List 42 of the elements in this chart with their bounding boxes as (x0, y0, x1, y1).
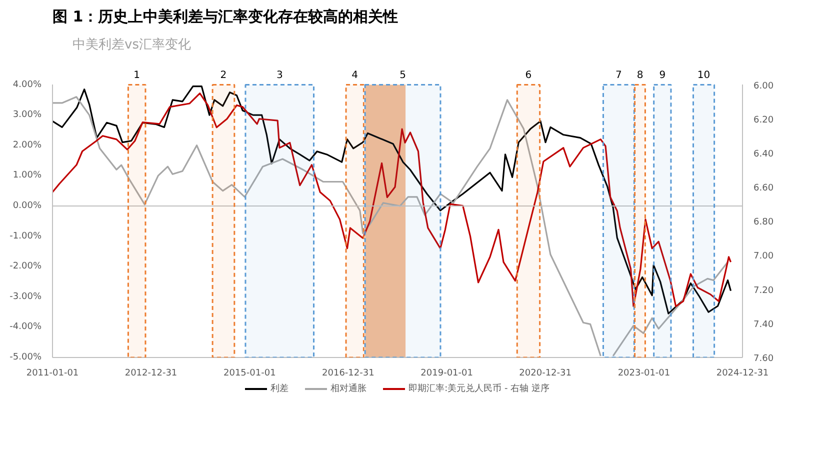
y2-tick-label: 6.80 (754, 218, 774, 228)
y2-tick-label: 6.60 (754, 184, 774, 194)
y2-tick-label: 7.40 (754, 320, 774, 330)
y2-tick-label: 7.20 (754, 286, 774, 296)
band-label: 1 (134, 70, 140, 81)
band-label: 8 (636, 70, 644, 81)
chart-title: 图 1：历史上中美利差与汇率变化存在较高的相关性 (52, 8, 398, 26)
x-tick-label: 2012-12-31 (124, 368, 178, 378)
y2-tick-label: 6.40 (754, 149, 774, 160)
y-tick-label: -1.00% (10, 231, 42, 242)
y2-tick-label: 6.20 (754, 115, 774, 126)
y-tick-label: -5.00% (10, 352, 42, 362)
band-label: 4 (352, 70, 358, 81)
y-tick-label: 3.00% (12, 110, 42, 120)
y2-tick-label: 6.00 (754, 81, 774, 92)
band-label: 2 (220, 70, 227, 81)
y-tick-label: 1.00% (12, 170, 42, 181)
x-tick-label: 2020-12-31 (519, 368, 572, 378)
legend-label: 利差 (270, 382, 289, 396)
legend-label: 即期汇率:美元兑人民币 - 右轴 逆序 (408, 382, 550, 396)
y-tick-label: 0.00% (12, 200, 42, 211)
y-tick-label: -2.00% (10, 262, 42, 272)
y-tick-label: 4.00% (12, 80, 42, 90)
x-tick-label: 2011-01-01 (26, 368, 79, 378)
x-tick-label: 2019-01-01 (420, 368, 473, 378)
chart-subtitle: 中美利差vs汇率变化 (72, 36, 191, 52)
band-label: 5 (400, 70, 406, 81)
band-label: 9 (659, 70, 666, 81)
band-label: 10 (697, 70, 710, 81)
y2-tick-label: 7.00 (754, 252, 774, 262)
y-tick-label: -3.00% (10, 292, 42, 302)
x-tick-label: 2024-12-31 (716, 368, 769, 378)
band-label: 6 (525, 70, 532, 81)
x-tick-label: 2016-12-31 (322, 368, 374, 378)
y2-tick-label: 7.60 (754, 354, 774, 364)
legend-label: 相对通胀 (330, 382, 367, 396)
y-tick-label: 2.00% (12, 140, 42, 150)
x-tick-label: 2015-01-01 (224, 368, 276, 378)
band-label: 7 (616, 70, 622, 81)
band-label: 3 (276, 70, 283, 81)
x-tick-label: 2023-01-01 (618, 368, 670, 378)
y-tick-label: -4.00% (10, 322, 42, 332)
